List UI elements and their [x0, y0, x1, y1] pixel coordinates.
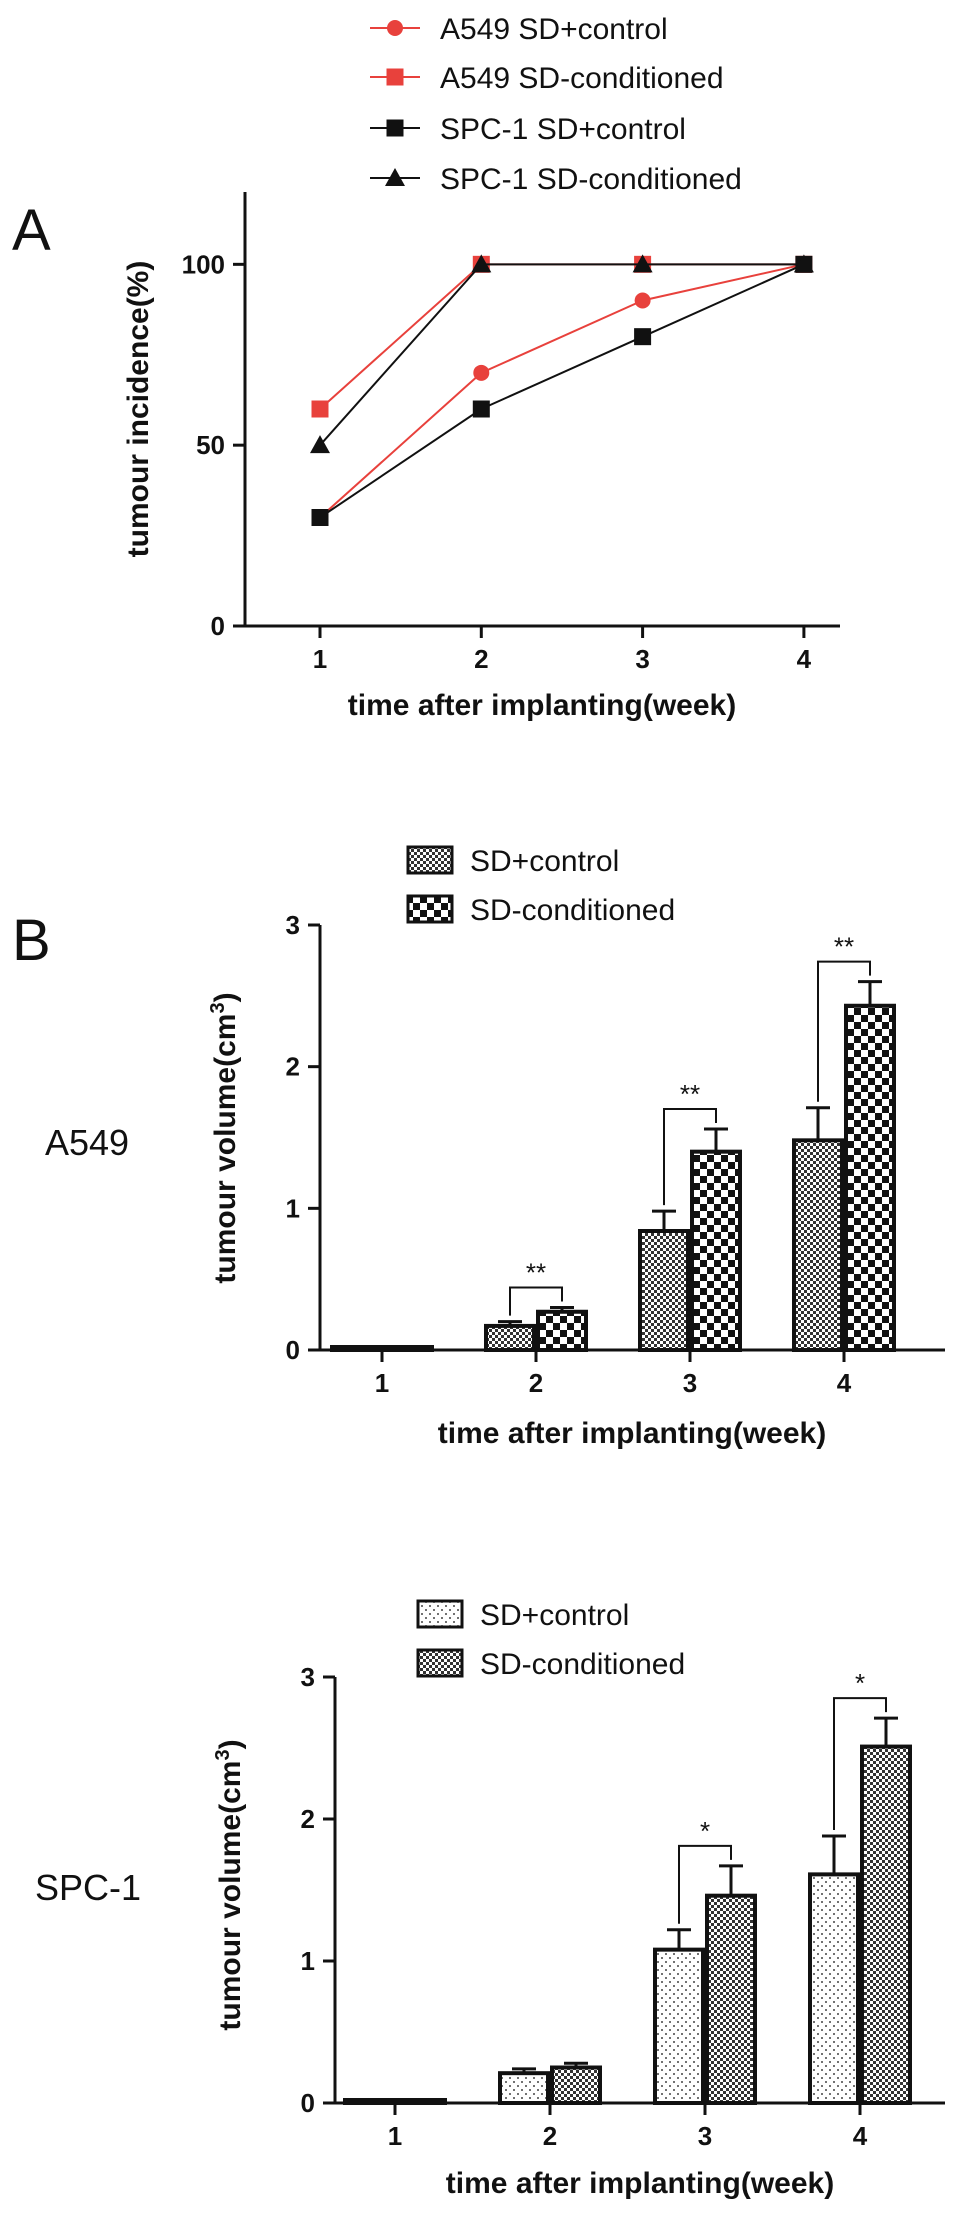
data-point	[634, 328, 652, 346]
y-tick-label: 3	[301, 1662, 315, 1692]
x-tick-label: 2	[474, 644, 488, 674]
legend-swatch	[416, 1648, 464, 1678]
series-line	[319, 263, 805, 519]
legend-label: A549 SD+control	[440, 13, 668, 46]
y-axis-title: tumour volume(cm3)	[212, 1739, 247, 2030]
legend-label: SD-conditioned	[470, 894, 675, 927]
significance-bracket	[817, 960, 871, 1102]
y-axis-title: tumour volume(cm3)	[207, 992, 242, 1283]
spc1-volume-bar-chart: SPC-1 0 1 2 3 1 2 3 4 time after implanting(week)…	[35, 1599, 945, 2200]
x-axis-title: time after implanting(week)	[446, 2167, 834, 2200]
legend-label: SPC-1 SD-conditioned	[440, 163, 742, 196]
x-tick-label: 2	[543, 2121, 557, 2151]
row-label: A549	[45, 1122, 129, 1163]
panel-b-letter: B	[12, 908, 51, 973]
data-point	[473, 364, 490, 381]
x-tick-label: 4	[837, 1368, 852, 1398]
legend-swatch	[406, 894, 454, 924]
series-line	[319, 263, 804, 446]
legend-label: SPC-1 SD+control	[440, 113, 686, 146]
bar	[844, 1003, 896, 1352]
significance-bracket	[833, 1697, 887, 1831]
x-tick-label: 4	[853, 2121, 868, 2151]
y-tick-label: 0	[301, 2088, 315, 2118]
x-tick-label: 1	[388, 2121, 402, 2151]
y-tick-label: 50	[196, 430, 225, 460]
significance-label: **	[526, 1258, 546, 1288]
bar	[484, 1323, 536, 1352]
legend-marker	[386, 119, 404, 137]
x-tick-label: 1	[313, 644, 327, 674]
bar	[638, 1229, 690, 1352]
legend-swatch	[406, 845, 454, 875]
significance-label: **	[680, 1079, 700, 1109]
legend-marker	[386, 68, 404, 86]
legend-marker	[387, 20, 403, 36]
bar	[343, 2098, 395, 2105]
x-tick-label: 3	[635, 644, 649, 674]
bar	[550, 2065, 602, 2105]
y-tick-label: 1	[301, 1946, 315, 1976]
data-point	[311, 400, 329, 418]
incidence-line-chart: 0 50 100 1 2 3 4 time after implanting(week) tum…	[122, 13, 840, 722]
bar	[705, 1893, 757, 2106]
x-axis-title: time after implanting(week)	[438, 1417, 826, 1450]
panel-a-letter: A	[12, 198, 51, 263]
x-tick-label: 4	[797, 644, 812, 674]
data-point	[472, 400, 490, 418]
x-tick-label: 3	[683, 1368, 697, 1398]
bar	[690, 1149, 742, 1352]
x-tick-label: 1	[375, 1368, 389, 1398]
significance-bracket	[678, 1844, 732, 1924]
bar	[330, 1345, 382, 1352]
y-tick-label: 3	[286, 910, 300, 940]
x-tick-label: 3	[698, 2121, 712, 2151]
significance-label: **	[834, 932, 854, 962]
legend-marker	[385, 168, 405, 186]
data-point	[632, 254, 653, 273]
data-point	[634, 292, 651, 309]
y-tick-label: 0	[211, 611, 225, 641]
data-point	[471, 254, 492, 273]
significance-bracket	[663, 1108, 717, 1206]
a549-volume-bar-chart: A549 0 1 2 3 1 2 3 4 time after implanting(week) t…	[45, 845, 945, 1450]
x-tick-label: 2	[529, 1368, 543, 1398]
bar	[860, 1744, 912, 2105]
row-label: SPC-1	[35, 1867, 141, 1908]
x-axis-title: time after implanting(week)	[348, 689, 736, 722]
y-tick-label: 2	[286, 1052, 300, 1082]
significance-bracket	[509, 1286, 563, 1316]
y-tick-label: 2	[301, 1804, 315, 1834]
legend-label: SD+control	[470, 845, 619, 878]
y-tick-label: 1	[286, 1193, 300, 1223]
legend-label: SD-conditioned	[480, 1648, 685, 1681]
bar	[395, 2098, 447, 2105]
legend-label: SD+control	[480, 1599, 629, 1632]
legend-label: A549 SD-conditioned	[440, 62, 724, 95]
legend-swatch	[416, 1599, 464, 1629]
bar	[382, 1345, 434, 1352]
significance-label: *	[855, 1668, 865, 1698]
series-line	[319, 263, 805, 519]
data-point	[311, 509, 329, 526]
bar	[792, 1138, 844, 1353]
data-point	[793, 254, 814, 273]
bar	[498, 2071, 550, 2105]
significance-label: *	[700, 1816, 710, 1846]
bar	[536, 1309, 588, 1352]
y-tick-label: 0	[286, 1335, 300, 1365]
y-tick-label: 100	[182, 249, 225, 279]
data-point	[310, 435, 330, 454]
y-axis-title: tumour incidence(%)	[122, 261, 155, 558]
bar	[808, 1872, 860, 2105]
bar	[653, 1947, 705, 2106]
